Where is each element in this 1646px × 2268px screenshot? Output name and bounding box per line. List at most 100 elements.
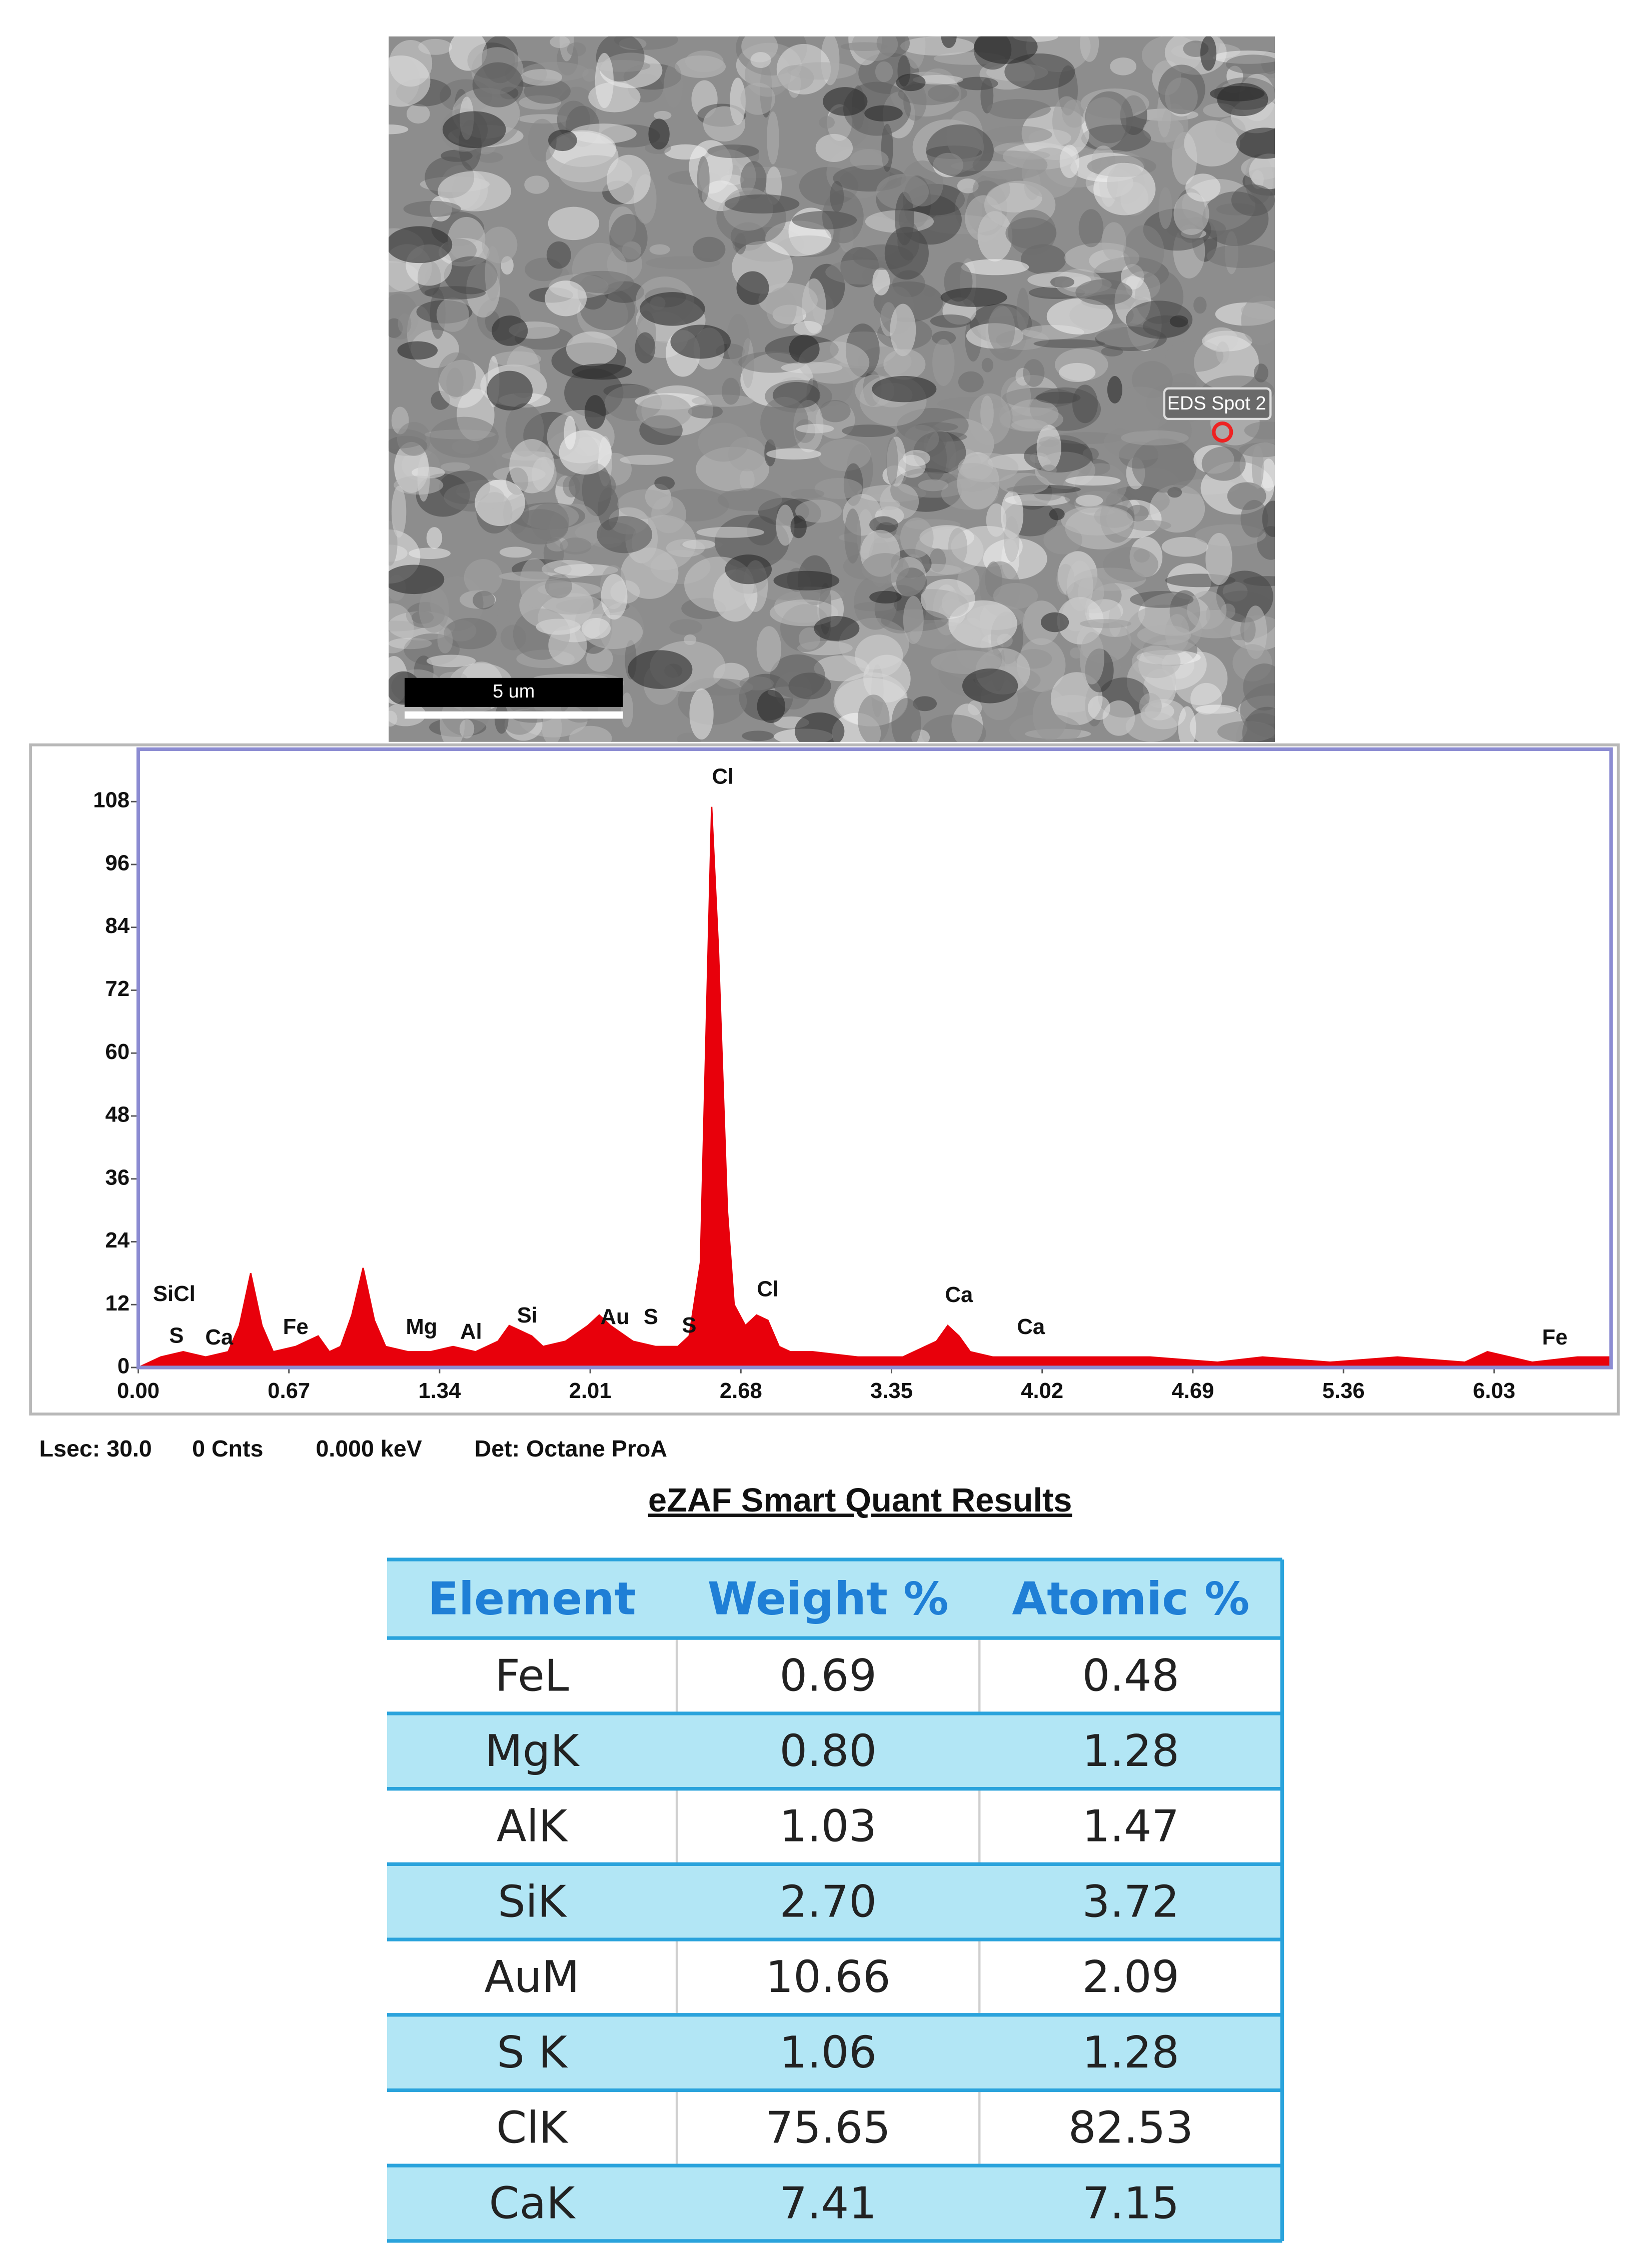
peak-label: Si [517, 1303, 538, 1328]
sem-grain [601, 574, 628, 620]
sem-grain [1125, 711, 1178, 742]
sem-grain [926, 124, 994, 177]
sem-pore [789, 334, 820, 364]
sem-grain [932, 330, 956, 345]
sem-grain [1093, 162, 1156, 216]
sem-grain [1158, 187, 1172, 229]
sem-pore [736, 271, 769, 305]
sem-grain [550, 36, 570, 48]
sem-pore [648, 118, 670, 150]
sem-grain [852, 36, 898, 61]
table-row [387, 1788, 1282, 1864]
sem-grain [696, 526, 765, 538]
sem-grain [417, 455, 430, 502]
y-tick-label: 60 [105, 1040, 130, 1064]
sem-grain [1043, 525, 1082, 554]
spot-tag [1163, 387, 1272, 420]
sem-grain [818, 438, 871, 472]
sem-grain [1085, 91, 1133, 144]
sem-pore [584, 395, 606, 429]
sem-grain [1103, 546, 1159, 582]
sem-grain [1080, 36, 1099, 62]
spot-marker [1212, 422, 1233, 443]
sem-grain [717, 488, 782, 512]
sem-grain [546, 241, 571, 269]
sem-grain [900, 36, 975, 56]
sem-grain [756, 626, 782, 672]
sem-grain [391, 486, 407, 538]
chart-frame [29, 743, 1620, 1416]
sem-pore [725, 554, 772, 584]
sem-grain [1132, 646, 1181, 678]
sem-grain [941, 590, 969, 617]
sem-grain [1004, 516, 1020, 562]
sem-grain [740, 82, 776, 115]
sem-grain [1061, 505, 1133, 536]
sem-grain [1225, 54, 1275, 74]
peak-label: S [682, 1313, 696, 1338]
sem-grain [1004, 53, 1075, 90]
x-tick-label: 3.35 [870, 1378, 913, 1403]
sem-grain [790, 488, 825, 499]
sem-grain [609, 214, 648, 262]
y-tick-label: 12 [105, 1291, 130, 1316]
sem-pore [794, 712, 845, 742]
sem-grain [861, 553, 909, 584]
peak-label: Cl [712, 764, 734, 789]
sem-grain [724, 194, 800, 214]
sem-pore [941, 36, 957, 48]
sem-grain [1262, 500, 1275, 537]
sem-grain [703, 106, 746, 142]
table-cell: AuM [484, 1952, 579, 2002]
sem-grain [1067, 560, 1093, 612]
sem-grain [520, 558, 549, 608]
sem-grain [993, 582, 1038, 609]
sem-grain [855, 634, 903, 678]
sem-grain [788, 672, 831, 700]
sem-grain [1202, 191, 1269, 246]
sem-pore [388, 226, 453, 264]
sem-grain [419, 586, 449, 633]
sem-grain [597, 516, 653, 554]
sem-grain [530, 502, 569, 541]
sem-grain [1036, 424, 1061, 472]
sem-grain [1173, 192, 1209, 235]
sem-grain [986, 503, 1007, 537]
table-cell: 1.28 [1082, 2027, 1179, 2078]
sem-grain [499, 546, 532, 558]
sem-grain [814, 478, 863, 499]
sem-grain [444, 256, 498, 294]
table-row [387, 2014, 1282, 2090]
table-cell: 10.66 [766, 1952, 891, 2002]
column-header: Weight % [708, 1572, 949, 1625]
table-row [387, 2166, 1282, 2241]
sem-grain [901, 160, 944, 206]
sem-grain [957, 456, 1000, 510]
sem-grain [649, 244, 670, 255]
sem-grain [1169, 372, 1197, 392]
sem-grain [388, 55, 431, 107]
x-tick-label: 1.34 [418, 1378, 461, 1403]
sem-grain [438, 171, 511, 212]
sem-grain [1033, 339, 1105, 348]
sem-grain [891, 698, 921, 742]
sem-grain [1079, 632, 1104, 684]
sem-grain [1011, 150, 1050, 160]
status-item: Lsec: 30.0 [40, 1436, 152, 1462]
sem-grain [1036, 392, 1081, 404]
sem-grain [1193, 296, 1207, 314]
sem-grain [980, 78, 994, 114]
sem-grain [931, 650, 1002, 674]
sem-grain [475, 480, 526, 526]
sem-grain [397, 422, 431, 456]
plot-frame [136, 747, 1613, 1370]
sem-grain [518, 114, 570, 124]
peak-label: S [644, 1304, 658, 1329]
peak-label: Mg [406, 1314, 437, 1339]
sem-grain [494, 704, 509, 734]
sem-grain [1201, 446, 1246, 481]
sem-grain [1107, 386, 1173, 432]
sem-grain [564, 416, 576, 450]
sem-pore [1169, 315, 1188, 328]
sem-grain [792, 210, 857, 230]
